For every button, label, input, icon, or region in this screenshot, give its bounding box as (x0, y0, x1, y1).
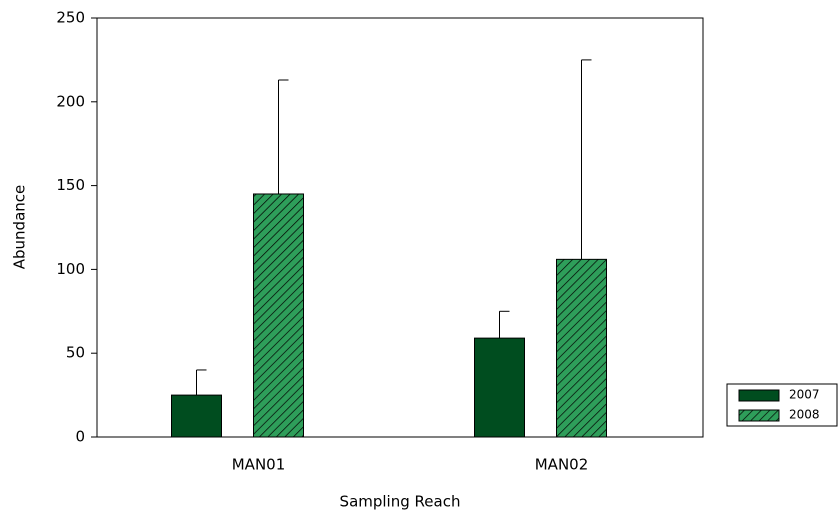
y-tick-label: 200 (56, 92, 85, 110)
bar (171, 394, 222, 438)
y-axis-label: Abundance (11, 185, 29, 270)
bar (556, 258, 607, 438)
y-tick-label: 250 (56, 9, 85, 27)
x-tick-label: MAN02 (535, 456, 589, 474)
y-tick-label: 0 (75, 428, 85, 446)
x-tick-label: MAN01 (232, 456, 286, 474)
x-axis-label: Sampling Reach (340, 493, 461, 511)
plot-frame (96, 17, 704, 438)
legend-swatch (738, 409, 780, 422)
y-tick-label: 50 (66, 344, 85, 362)
y-tick-label: 100 (56, 260, 85, 278)
y-tick-label: 150 (56, 176, 85, 194)
legend-label: 2008 (789, 408, 820, 422)
legend-label: 2007 (789, 388, 820, 402)
bar (253, 193, 304, 438)
legend-swatch (738, 389, 780, 402)
bar (474, 337, 525, 438)
